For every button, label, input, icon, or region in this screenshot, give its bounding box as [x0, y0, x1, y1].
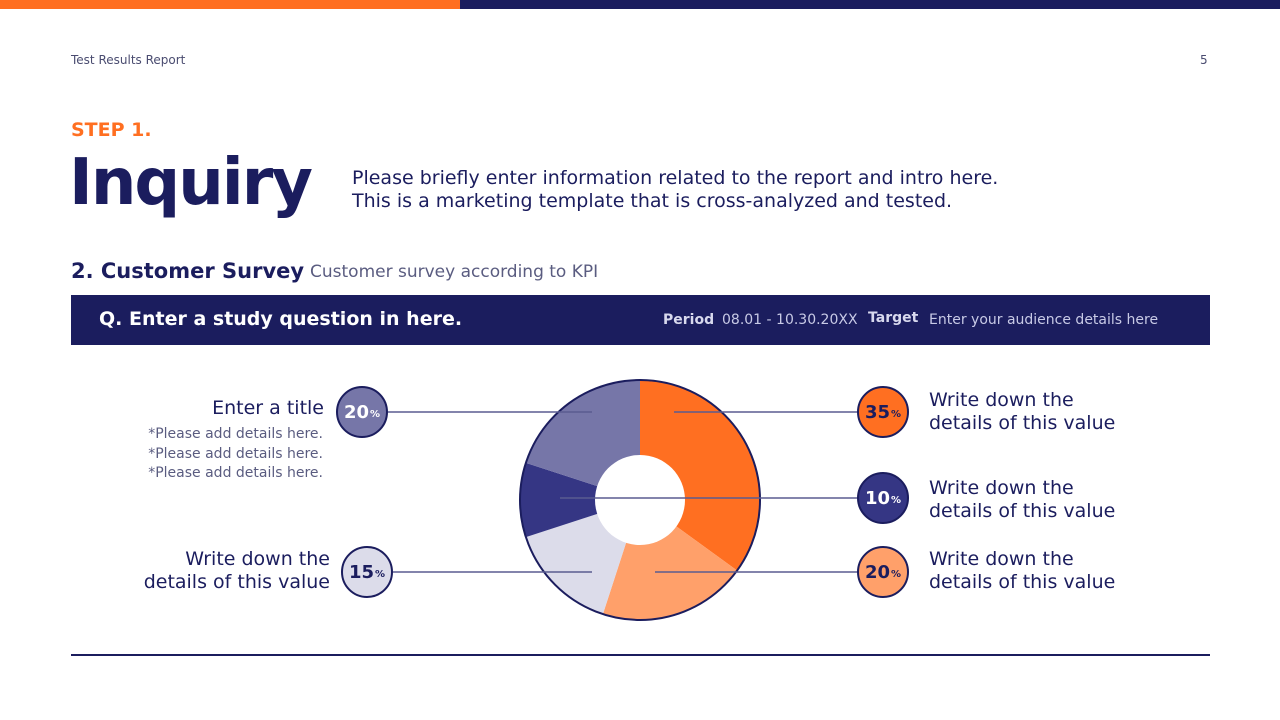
value-badge: 10%	[857, 472, 909, 524]
label-line: details of this value	[929, 412, 1116, 434]
left-details: *Please add details here. *Please add de…	[148, 425, 323, 484]
footer-divider	[71, 654, 1210, 656]
label-line: Write down the	[929, 389, 1074, 411]
value-text: 15	[348, 561, 375, 583]
value-badge: 20%	[336, 386, 388, 438]
top-accent-navy	[460, 0, 1280, 9]
label-line: Write down the	[185, 548, 330, 570]
donut-hole	[595, 455, 685, 545]
section-title: 2. Customer Survey	[71, 259, 305, 283]
label-line: details of this value	[929, 500, 1116, 522]
value-text: 10	[864, 487, 891, 509]
donut-outline	[519, 379, 761, 621]
value-text: 20	[343, 401, 370, 423]
intro-text: Please briefly enter information related…	[352, 167, 998, 213]
pie-slice	[520, 462, 640, 538]
unit: %	[891, 409, 902, 420]
detail-line: *Please add details here.	[148, 445, 323, 462]
value-label: Write down the details of this value	[929, 389, 1115, 435]
period-label: Period	[663, 312, 715, 328]
unit: %	[891, 569, 902, 580]
unit: %	[891, 495, 902, 506]
intro-line: Please briefly enter information related…	[352, 167, 999, 189]
label-line: Write down the	[929, 477, 1074, 499]
question-band: Q. Enter a study question in here. Perio…	[71, 295, 1210, 345]
value-badge: 35%	[857, 386, 909, 438]
value-label: Write down the details of this value	[929, 477, 1115, 523]
detail-line: *Please add details here.	[148, 426, 323, 442]
value-badge: 20%	[857, 546, 909, 598]
section-subtitle: Customer survey according to KPI	[310, 262, 599, 282]
value-text: 20	[864, 561, 891, 583]
page-title: Inquiry	[69, 146, 313, 220]
value-badge: 15%	[341, 546, 393, 598]
label-line: details of this value	[929, 571, 1116, 593]
pie-slice	[640, 380, 761, 571]
unit: %	[375, 569, 386, 580]
value-label: Write down the details of this value	[144, 548, 330, 594]
label-line: Write down the	[929, 548, 1074, 570]
value-label: Write down the details of this value	[929, 548, 1115, 594]
value-text: 35	[864, 401, 891, 423]
label-line: details of this value	[143, 571, 330, 593]
detail-line: *Please add details here.	[148, 465, 323, 481]
step-label: STEP 1.	[71, 119, 152, 141]
unit: %	[370, 409, 381, 420]
target-label: Target	[868, 310, 919, 326]
question: Q. Enter a study question in here.	[99, 308, 463, 330]
left-title: Enter a title	[212, 397, 324, 419]
target-value: Enter your audience details here	[929, 312, 1159, 328]
top-accent-orange	[0, 0, 460, 9]
page-number: 5	[1200, 53, 1208, 67]
intro-line: This is a marketing template that is cro…	[352, 190, 953, 212]
period-value: 08.01 - 10.30.20XX	[722, 312, 858, 328]
report-title: Test Results Report	[71, 53, 186, 67]
